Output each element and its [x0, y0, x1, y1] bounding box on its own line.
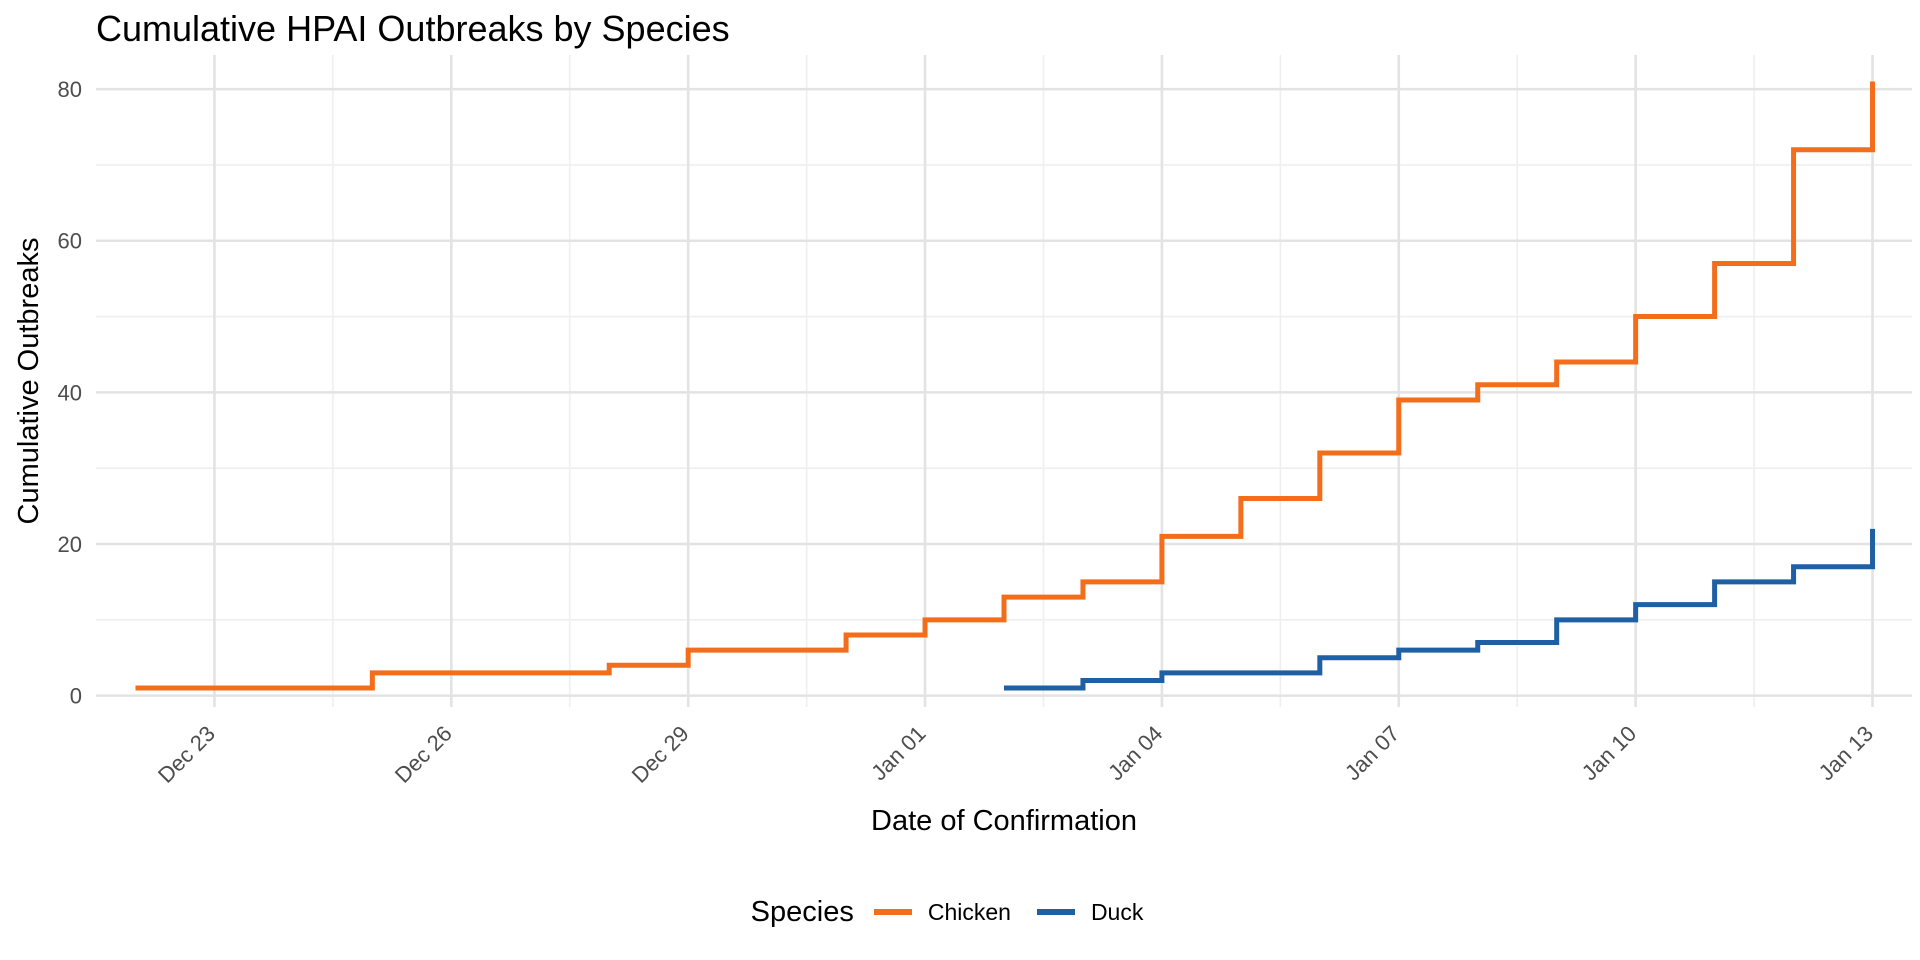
y-tick-label: 20: [58, 532, 82, 557]
x-tick-label: Dec 23: [153, 721, 220, 788]
legend: Species Chicken Duck: [0, 884, 1920, 940]
legend-label-chicken: Chicken: [927, 898, 1011, 925]
x-axis-title: Date of Confirmation: [871, 805, 1137, 837]
legend-swatch-chicken: [873, 909, 912, 915]
legend-title: Species: [750, 895, 854, 928]
x-tick-label: Dec 26: [390, 721, 457, 788]
x-tick-labels: Dec 23 Dec 26 Dec 29 Jan 01 Jan 04 Jan 07 Jan …: [153, 721, 1878, 788]
x-tick-label: Jan 01: [866, 721, 930, 785]
y-tick-label: 0: [70, 684, 82, 709]
x-tick-label: Jan 13: [1814, 721, 1878, 785]
series-line-chicken: [135, 81, 1876, 691]
series-line-duck: [1004, 528, 1876, 691]
grid-major: [96, 55, 1912, 707]
y-axis-title: Cumulative Outbreaks: [13, 238, 45, 525]
chart-title: Cumulative HPAI Outbreaks by Species: [96, 8, 730, 49]
chart-svg: 0 20 40 60 80 Dec 23 Dec 26 Dec 29 Jan 01 Jan 04…: [13, 55, 1912, 837]
x-tick-label: Jan 04: [1103, 721, 1167, 785]
legend-item-duck: Duck: [1036, 898, 1144, 926]
y-tick-labels: 0 20 40 60 80: [58, 77, 82, 709]
x-tick-label: Dec 29: [627, 721, 694, 788]
x-tick-label: Jan 07: [1340, 721, 1404, 785]
y-tick-label: 60: [58, 229, 82, 254]
legend-item-chicken: Chicken: [873, 898, 1011, 926]
grid-minor: [96, 55, 1912, 707]
series-layer: [135, 81, 1876, 691]
legend-swatch-duck: [1036, 909, 1075, 915]
x-tick-label: Jan 10: [1577, 721, 1641, 785]
y-tick-label: 40: [58, 380, 82, 405]
legend-label-duck: Duck: [1090, 898, 1144, 925]
y-tick-label: 80: [58, 77, 82, 102]
